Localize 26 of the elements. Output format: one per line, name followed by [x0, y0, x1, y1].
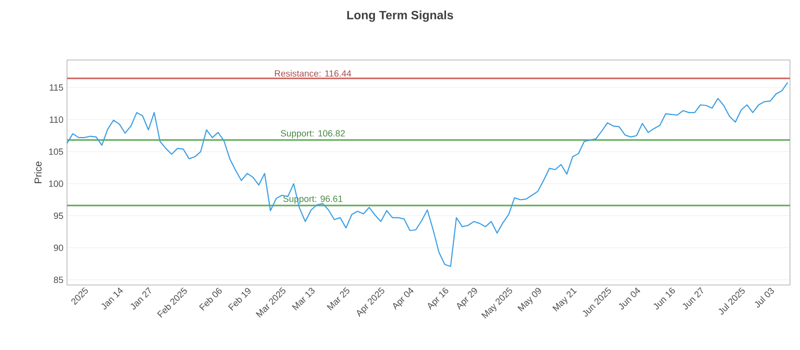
x-tick-label: Mar 13: [292, 288, 315, 310]
x-tick-label: Jan 14: [101, 287, 123, 310]
x-tick-label: Mar 25: [326, 287, 350, 310]
x-tick-label: Jun 16: [654, 288, 675, 310]
ref-line-label: Support: 106.82: [280, 130, 345, 138]
x-tick-label: Jan 27: [130, 287, 151, 310]
x-tick-label: Feb 06: [199, 288, 222, 311]
x-tick-label: Apr 04: [393, 288, 414, 310]
y-tick-label: 85: [54, 276, 64, 284]
y-axis-title: Price: [34, 162, 42, 184]
y-tick-label: 105: [49, 148, 64, 155]
x-tick-label: Apr 16: [428, 288, 448, 310]
x-tick-label: Jun 04: [618, 288, 640, 310]
y-tick-label: 100: [49, 180, 64, 187]
line-series: [66, 82, 788, 267]
x-tick-label: May 21: [552, 288, 577, 312]
x-tick-label: Jun 27: [682, 287, 704, 310]
x-tick-label: Feb 19: [228, 288, 251, 311]
x-tick-label: Apr 29: [456, 288, 478, 310]
x-tick-label: Jul 03: [754, 288, 774, 308]
y-tick-label: 110: [50, 116, 64, 123]
chart-title: Long Term Signals: [347, 10, 454, 22]
y-tick-label: 90: [54, 244, 64, 251]
y-tick-label: 115: [50, 84, 64, 91]
ref-line-label: Resistance: 116.44: [274, 70, 352, 77]
y-tick-label: 95: [54, 212, 64, 219]
